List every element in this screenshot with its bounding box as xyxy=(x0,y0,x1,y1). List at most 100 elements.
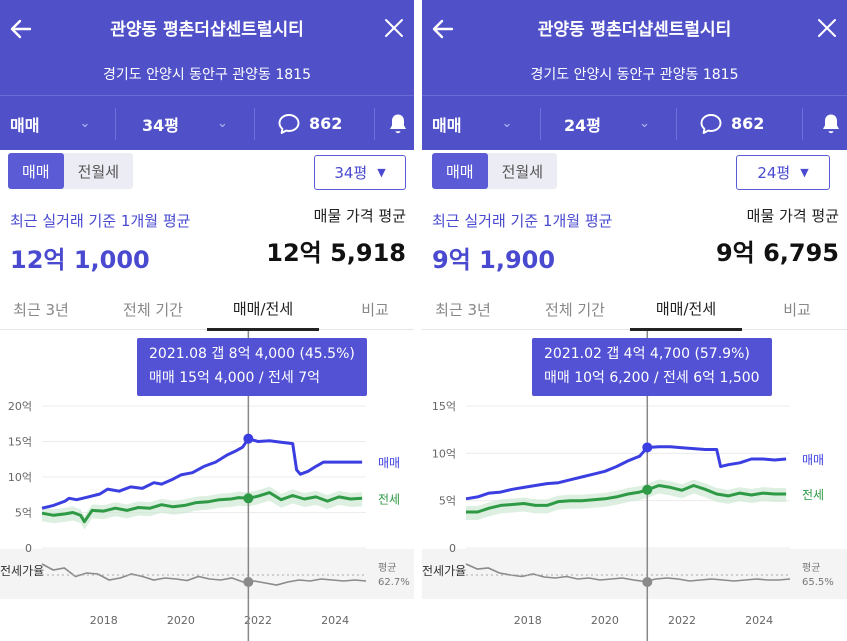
panel-divider xyxy=(414,0,422,641)
jeonse-range-band xyxy=(42,486,363,530)
sale-price-line xyxy=(41,437,363,510)
ratio-avg-caption: 평균 xyxy=(802,562,820,574)
tab-recent-3y[interactable]: 최근 3년 xyxy=(435,300,491,319)
segment-rent[interactable]: 전월세 xyxy=(77,162,120,181)
size-dropdown[interactable]: 24평 ⌄ xyxy=(564,96,669,151)
size-dropdown[interactable]: 34평 ⌄ xyxy=(142,96,247,151)
sale-highlight-point xyxy=(642,442,653,453)
segment-sale[interactable]: 매매 xyxy=(432,153,488,189)
jeonse-ratio-line xyxy=(41,563,367,586)
header: 관양동 평촌더샵센트럴시티 경기도 안양시 동안구 관양동 1815 xyxy=(422,0,847,95)
address: 경기도 안양시 동안구 관양동 1815 xyxy=(530,67,739,83)
y-tick-label: 5억 xyxy=(439,495,456,508)
chevron-down-icon: ⌄ xyxy=(501,116,513,131)
page-title: 관양동 평촌더샵센트럴시티 xyxy=(537,20,732,40)
trade-segment-control: 매매 전월세 xyxy=(432,153,558,189)
tab-compare[interactable]: 비교 xyxy=(783,300,811,319)
x-tick-label: 2018 xyxy=(514,614,542,627)
divider xyxy=(802,108,803,140)
back-arrow-icon[interactable] xyxy=(8,16,34,42)
bell-icon[interactable] xyxy=(819,112,843,136)
jeonse-price-line xyxy=(466,484,787,514)
x-tick-label: 2022 xyxy=(668,614,696,627)
trade-type-label: 매매 xyxy=(10,115,40,135)
close-icon[interactable] xyxy=(815,16,839,40)
jeonse-series-label: 전세 xyxy=(378,492,400,506)
panel-24: 관양동 평촌더샵센트럴시티 경기도 안양시 동안구 관양동 1815 매매 ⌄ … xyxy=(422,0,847,641)
y-tick-label: 0 xyxy=(25,542,32,555)
tab-sale-jeonse[interactable]: 매매/전세 xyxy=(630,288,742,331)
x-tick-label: 2020 xyxy=(167,614,195,627)
y-tick-label: 10억 xyxy=(432,447,456,460)
jeonse-ratio-label: 전세가율 xyxy=(0,564,44,578)
ratio-band xyxy=(0,549,414,599)
comment-icon xyxy=(700,113,722,134)
sale-highlight-point xyxy=(243,433,254,444)
segment-sale[interactable]: 매매 xyxy=(8,153,64,189)
period-tabs: 최근 3년 전체 기간 매매/전세 비교 xyxy=(0,288,414,331)
period-tabs: 최근 3년 전체 기간 매매/전세 비교 xyxy=(422,288,847,331)
avg-caption: 최근 실거래 기준 1개월 평균 xyxy=(10,212,191,230)
x-tick-label: 2024 xyxy=(321,614,349,627)
comment-icon xyxy=(278,113,300,134)
tab-sale-jeonse[interactable]: 매매/전세 xyxy=(207,288,319,331)
back-arrow-icon[interactable] xyxy=(430,16,456,42)
size-select[interactable]: 34평 ▼ xyxy=(314,155,406,190)
x-tick-label: 2022 xyxy=(244,614,272,627)
size-select[interactable]: 24평 ▼ xyxy=(736,155,830,190)
listing-price: 9억 6,795 xyxy=(715,239,839,267)
tooltip-line-2: 매매 15억 4,000 / 전세 7억 xyxy=(149,370,321,386)
size-select-value: 24평 xyxy=(757,164,791,182)
bell-icon[interactable] xyxy=(386,112,410,136)
comments-button[interactable]: 862 xyxy=(277,96,367,151)
subbar: 매매 ⌄ 24평 ⌄ 862 xyxy=(422,95,847,150)
listing-caption: 매물 가격 평균 xyxy=(313,207,406,225)
price-chart[interactable]: 0 5억 10억 15억 20억 2018 2020 2022 2024 매매 전세 전세가율 평균 62… xyxy=(0,331,414,641)
jeonse-ratio-label: 전세가율 xyxy=(422,564,466,578)
segment-rent[interactable]: 전월세 xyxy=(501,162,544,181)
jeonse-ratio-line xyxy=(465,563,791,583)
panel-34: 관양동 평촌더샵센트럴시티 경기도 안양시 동안구 관양동 1815 매매 ⌄ … xyxy=(0,0,414,641)
comment-count: 862 xyxy=(309,114,343,133)
tooltip-line-1: 2021.08 갭 8억 4,000 (45.5%) xyxy=(149,346,355,362)
page-title: 관양동 평촌더샵센트럴시티 xyxy=(110,20,304,40)
chevron-down-icon: ⌄ xyxy=(79,116,91,131)
ratio-highlight-point xyxy=(243,577,254,587)
tab-recent-3y[interactable]: 최근 3년 xyxy=(13,300,69,319)
listing-caption: 매물 가격 평균 xyxy=(746,207,839,225)
trade-type-label: 매매 xyxy=(432,115,462,135)
tab-compare[interactable]: 비교 xyxy=(361,300,389,319)
tab-all-period[interactable]: 전체 기간 xyxy=(545,300,605,319)
price-chart[interactable]: 0 5억 10억 15억 2018 2020 2022 2024 매매 전세 전세가율 평균 65.5% xyxy=(422,331,847,641)
size-label: 34평 xyxy=(142,115,179,135)
ratio-avg-value: 65.5% xyxy=(802,577,834,588)
divider xyxy=(540,108,541,140)
trade-segment-control: 매매 전월세 xyxy=(8,153,134,189)
trade-type-dropdown[interactable]: 매매 ⌄ xyxy=(10,96,110,151)
ratio-highlight-point xyxy=(642,577,653,587)
divider xyxy=(115,108,116,140)
y-tick-label: 15억 xyxy=(8,436,32,449)
divider xyxy=(254,108,255,140)
divider xyxy=(676,108,677,140)
y-tick-label: 0 xyxy=(449,542,456,555)
tooltip-line-2: 매매 10억 6,200 / 전세 6억 1,500 xyxy=(544,370,760,386)
ratio-avg-caption: 평균 xyxy=(378,562,396,574)
chevron-down-icon: ⌄ xyxy=(217,116,228,131)
sale-series-label: 매매 xyxy=(802,453,824,467)
comments-button[interactable]: 862 xyxy=(699,96,789,151)
comment-count: 862 xyxy=(731,114,765,133)
y-tick-label: 15억 xyxy=(432,400,456,413)
avg-caption: 최근 실거래 기준 1개월 평균 xyxy=(432,212,613,230)
jeonse-highlight-point xyxy=(642,484,653,495)
jeonse-price-line xyxy=(41,491,363,524)
sale-series-label: 매매 xyxy=(378,456,400,470)
trade-type-dropdown[interactable]: 매매 ⌄ xyxy=(432,96,532,151)
tab-all-period[interactable]: 전체 기간 xyxy=(123,300,183,319)
close-icon[interactable] xyxy=(382,16,406,40)
listing-price: 12억 5,918 xyxy=(266,239,406,267)
ratio-avg-value: 62.7% xyxy=(378,577,410,588)
divider xyxy=(374,108,375,140)
y-tick-label: 20억 xyxy=(8,400,32,413)
